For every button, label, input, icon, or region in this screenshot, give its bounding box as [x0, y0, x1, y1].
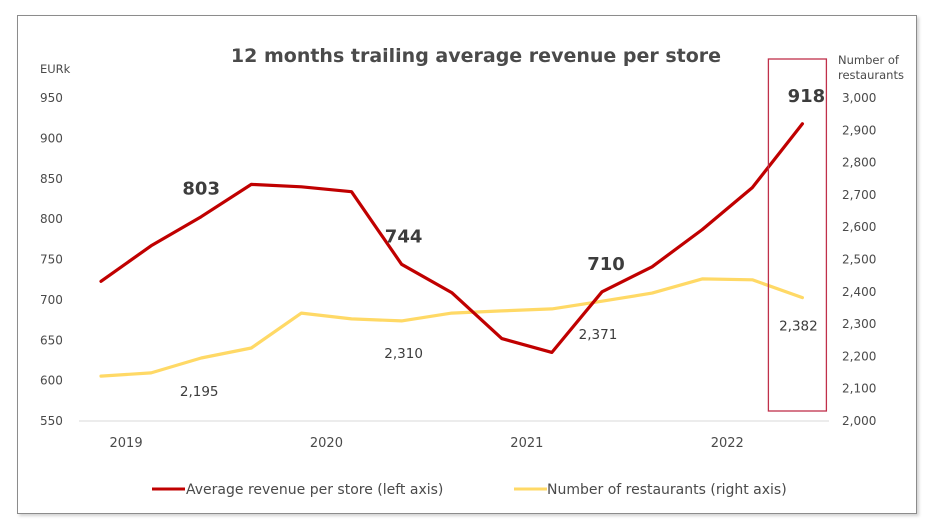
restaurants-data-label: 2,310	[384, 346, 423, 362]
legend-label-restaurants: Number of restaurants (right axis)	[547, 482, 787, 498]
x-axis-ticks: 2019 2020 2021 2022	[110, 436, 744, 451]
data-labels-layer: 803 744 710 918 2,195 2,310 2,371 2,382	[180, 86, 825, 400]
right-tick-label: 2,000	[842, 414, 876, 428]
right-tick-label: 2,400	[842, 285, 876, 299]
right-tick-label: 2,700	[842, 188, 876, 202]
right-tick-label: 2,900	[842, 123, 876, 137]
chart-title: 12 months trailing average revenue per s…	[231, 45, 721, 67]
right-tick-label: 2,600	[842, 220, 876, 234]
right-tick-label: 3,000	[842, 91, 876, 105]
x-tick-label: 2022	[711, 436, 744, 451]
x-tick-label: 2019	[110, 436, 143, 451]
series-layer	[99, 122, 805, 378]
left-tick-label: 850	[40, 172, 63, 186]
restaurants-data-label: 2,195	[180, 384, 219, 400]
left-tick-label: 700	[40, 293, 63, 307]
left-tick-label: 800	[40, 212, 63, 226]
revenue-data-label: 710	[587, 254, 625, 275]
left-axis-ticks: 950 900 850 800 750 700 650 600 550	[40, 91, 63, 428]
x-tick-label: 2021	[510, 436, 543, 451]
left-tick-label: 600	[40, 374, 63, 388]
right-axis-unit-label-line1: Number of	[838, 53, 900, 67]
right-axis-ticks: 3,000 2,900 2,800 2,700 2,600 2,500 2,400 2,300…	[842, 91, 876, 428]
legend: Average revenue per store (left axis) Nu…	[152, 482, 787, 498]
series-line-revenue	[99, 122, 805, 354]
right-axis-unit-label-line2: restaurants	[838, 68, 904, 82]
left-axis-unit-label: EURk	[40, 62, 71, 76]
right-tick-label: 2,300	[842, 317, 876, 331]
revenue-data-label: 803	[182, 179, 220, 200]
highlight-box	[767, 58, 828, 412]
left-tick-label: 550	[40, 414, 63, 428]
left-tick-label: 950	[40, 91, 63, 105]
series-line-restaurants	[99, 277, 805, 378]
right-tick-label: 2,200	[842, 349, 876, 363]
left-tick-label: 900	[40, 131, 63, 145]
right-tick-label: 2,500	[842, 253, 876, 267]
chart-frame	[17, 15, 917, 514]
left-tick-label: 650	[40, 333, 63, 347]
legend-label-revenue: Average revenue per store (left axis)	[186, 482, 443, 498]
revenue-data-label: 918	[788, 86, 826, 107]
right-tick-label: 2,100	[842, 382, 876, 396]
left-tick-label: 750	[40, 253, 63, 267]
restaurants-data-label: 2,371	[579, 327, 618, 343]
revenue-data-label: 744	[385, 226, 423, 247]
restaurants-data-label: 2,382	[779, 319, 818, 335]
right-tick-label: 2,800	[842, 156, 876, 170]
x-tick-label: 2020	[310, 436, 343, 451]
highlight-layer	[767, 58, 828, 412]
